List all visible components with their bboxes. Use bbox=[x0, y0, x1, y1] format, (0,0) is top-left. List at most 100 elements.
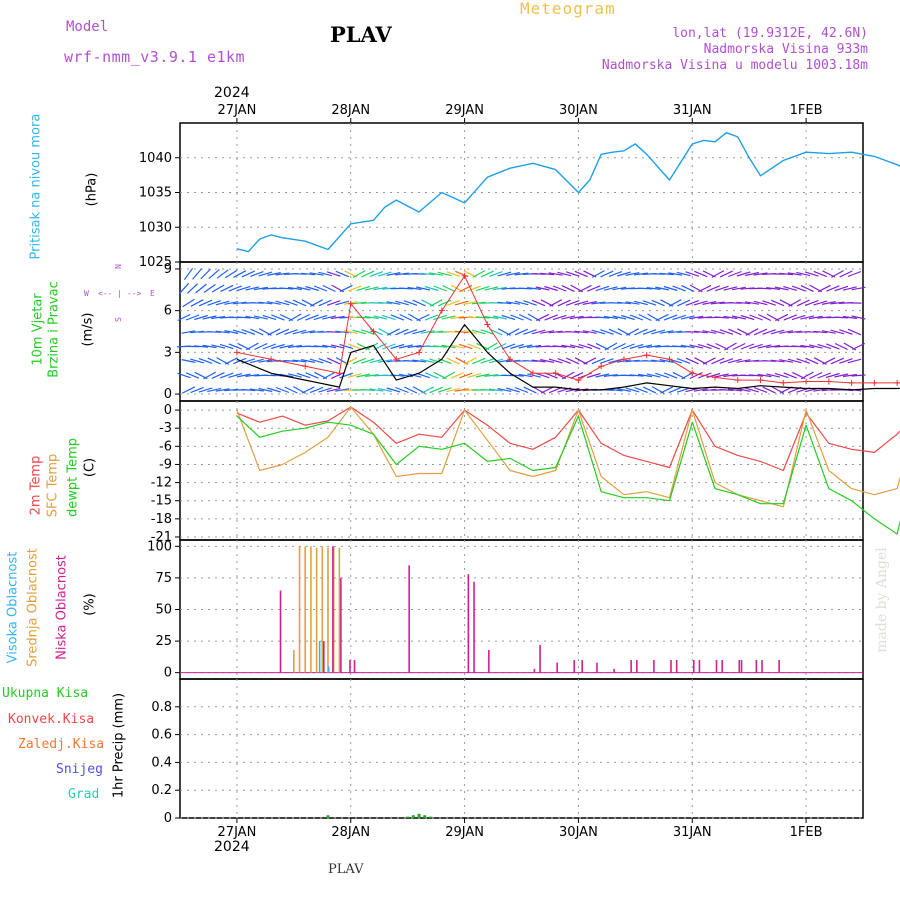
y-tick-label: -18 bbox=[151, 512, 172, 527]
wind-barb bbox=[740, 314, 755, 321]
wind-barb bbox=[202, 344, 217, 349]
wind-barb bbox=[817, 372, 832, 379]
wind-barb bbox=[181, 330, 196, 334]
wind-barb bbox=[450, 344, 465, 349]
wind-barb bbox=[467, 343, 482, 350]
wind-gust-marker bbox=[780, 379, 787, 386]
wind-barb bbox=[395, 328, 409, 336]
wind-barb bbox=[540, 272, 555, 276]
wind-barb bbox=[224, 301, 239, 305]
wind-barb bbox=[600, 329, 614, 335]
wind-barb bbox=[603, 374, 618, 377]
wind-barb bbox=[834, 316, 849, 319]
wind-barb bbox=[369, 271, 384, 277]
wind-barb bbox=[403, 360, 418, 362]
y-tick-label: -12 bbox=[151, 476, 172, 491]
wind-gust-marker bbox=[643, 352, 650, 359]
wind-barb bbox=[284, 386, 298, 394]
y-tick-label: -9 bbox=[159, 457, 172, 472]
wind-barb bbox=[416, 372, 430, 379]
precip-bar bbox=[406, 816, 410, 818]
wind-barb bbox=[510, 343, 524, 350]
wind-barb bbox=[800, 315, 815, 320]
wind-barb bbox=[711, 357, 725, 365]
wind-barb bbox=[241, 388, 256, 392]
wind-barb bbox=[531, 329, 546, 335]
wind-barb bbox=[198, 299, 213, 307]
wind-barb bbox=[309, 386, 324, 394]
wind-barb bbox=[399, 313, 413, 322]
wind-barb bbox=[851, 286, 866, 291]
wind-barb bbox=[638, 373, 652, 378]
wind-barb bbox=[262, 343, 277, 350]
wind-barb bbox=[591, 301, 606, 305]
wind-gust-marker bbox=[666, 356, 673, 363]
wind-barb bbox=[566, 357, 580, 365]
wind-barb bbox=[723, 373, 738, 378]
wind-barb bbox=[552, 314, 567, 321]
wind-barb bbox=[245, 315, 260, 320]
wind-barb bbox=[809, 371, 823, 380]
wind-barb bbox=[600, 358, 614, 364]
wind-barb bbox=[625, 301, 640, 305]
wind-barb bbox=[531, 359, 546, 363]
wind-barb bbox=[817, 284, 831, 293]
wind-barb bbox=[523, 300, 537, 306]
wind-barb bbox=[634, 387, 648, 393]
wind-barb bbox=[416, 313, 430, 322]
wind-speed-line bbox=[236, 324, 900, 391]
wind-barb bbox=[245, 374, 260, 377]
wind-barb bbox=[446, 300, 461, 306]
wind-barb bbox=[796, 358, 810, 364]
wind-barb bbox=[710, 301, 725, 305]
wind-barb bbox=[339, 372, 354, 379]
wind-barb bbox=[178, 282, 190, 295]
wind-barb bbox=[706, 372, 721, 379]
wind-barb bbox=[194, 345, 209, 348]
wind-barb bbox=[831, 270, 844, 278]
wind-barb bbox=[642, 386, 657, 394]
y-tick-label: 0.8 bbox=[151, 700, 172, 715]
wind-barb bbox=[480, 358, 495, 364]
y-tick-label: 100 bbox=[147, 539, 172, 554]
wind-barb bbox=[788, 299, 802, 307]
wind-barb bbox=[603, 315, 618, 320]
wind-barb bbox=[420, 359, 435, 363]
wind-barb bbox=[710, 329, 725, 335]
wind-barb bbox=[655, 286, 670, 291]
pressure-line bbox=[236, 131, 900, 253]
wind-barb bbox=[310, 299, 324, 307]
y-tick-label: -6 bbox=[159, 439, 172, 454]
wind-barb bbox=[694, 270, 708, 278]
wind-barb bbox=[736, 271, 751, 277]
wind-barb bbox=[702, 357, 716, 365]
wind-gust-marker bbox=[848, 379, 855, 386]
wind-barb bbox=[211, 315, 226, 320]
wind-barb bbox=[591, 329, 606, 335]
wind-barb bbox=[557, 299, 571, 307]
wind-barb bbox=[347, 373, 362, 378]
precip-bar bbox=[417, 813, 421, 818]
wind-barb bbox=[779, 359, 794, 363]
wind-barb bbox=[510, 314, 524, 321]
wind-barb bbox=[284, 300, 298, 306]
wind-barb bbox=[305, 285, 319, 292]
x-tick-label-top: 28JAN bbox=[331, 103, 370, 118]
wind-barb bbox=[412, 299, 426, 307]
wind-gust-marker bbox=[484, 321, 491, 328]
wind-barb bbox=[774, 372, 789, 379]
wind-barb bbox=[634, 328, 648, 336]
wind-barb bbox=[232, 301, 247, 305]
wind-barb bbox=[339, 284, 353, 293]
wind-barb bbox=[693, 388, 708, 392]
wind-barb bbox=[219, 343, 234, 350]
wind-barb bbox=[672, 285, 686, 292]
wind-gust-marker bbox=[393, 356, 400, 363]
wind-barb bbox=[719, 389, 734, 391]
wind-barb bbox=[296, 313, 311, 322]
wind-gust-marker bbox=[302, 363, 309, 370]
wind-barb bbox=[808, 315, 823, 320]
wind-barb bbox=[207, 387, 222, 393]
wind-barb bbox=[753, 272, 768, 276]
wind-barb bbox=[475, 373, 490, 378]
